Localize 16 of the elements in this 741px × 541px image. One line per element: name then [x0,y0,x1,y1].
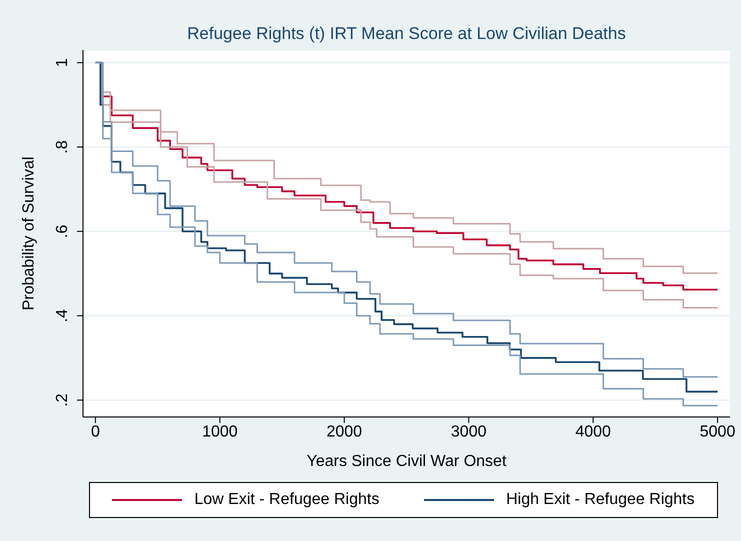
y-tick-label: 1 [54,58,71,68]
y-tick-label: .2 [54,393,71,407]
x-tick-label: 3000 [450,423,487,440]
y-tick-label: .8 [54,140,71,154]
x-tick-label: 2000 [326,423,362,440]
y-tick-label: .6 [54,224,71,238]
x-tick-label: 4000 [575,423,612,440]
x-tick-label: 1000 [202,423,238,440]
legend-label: High Exit - Refugee Rights [506,491,695,509]
x-tick-label: 5000 [700,423,736,440]
chart-title: Refugee Rights (t) IRT Mean Score at Low Civilian Deaths [186,24,627,44]
x-axis-title: Years Since Civil War Onset [306,453,507,470]
y-axis-title: Probability of Survival [20,156,38,310]
legend-label: Low Exit - Refugee Rights [194,491,380,509]
x-tick-label: 0 [90,423,100,440]
y-tick-label: .4 [54,308,71,322]
